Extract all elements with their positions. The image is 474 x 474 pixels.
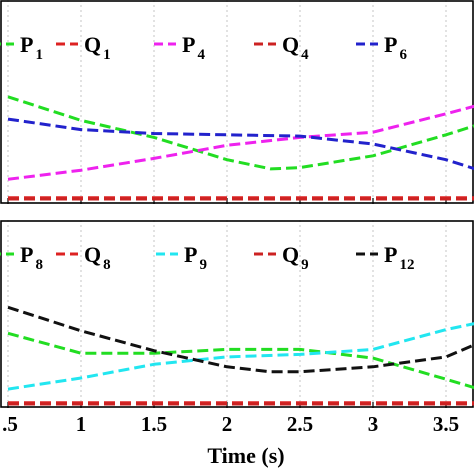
x-tick-label: 1: [76, 412, 87, 436]
x-tick-label: 2: [222, 412, 233, 436]
plot-frame: [0, 0, 474, 204]
series-line-p12: [7, 305, 474, 374]
series-line-p4: [7, 104, 474, 181]
x-tick-label: .5: [2, 412, 18, 436]
series-line-p1: [7, 95, 474, 171]
x-tick-label: 1.5: [141, 412, 167, 436]
series-line-p6: [7, 117, 474, 171]
x-tick-label: 3.5: [433, 412, 459, 436]
x-axis-label: Time (s): [207, 443, 284, 468]
x-tick-label: 2.5: [287, 412, 313, 436]
plot-frame: [0, 220, 474, 408]
series-line-p9: [7, 322, 474, 391]
legend-label-p12: P 12: [384, 242, 414, 273]
x-tick-label: 3: [368, 412, 379, 436]
series-line-p8: [7, 331, 474, 390]
bottom-panel: P 8 Q 8 P 9 Q 9 P 12 .5 1 1.5 2 2.5 3 3.5: [0, 220, 474, 436]
